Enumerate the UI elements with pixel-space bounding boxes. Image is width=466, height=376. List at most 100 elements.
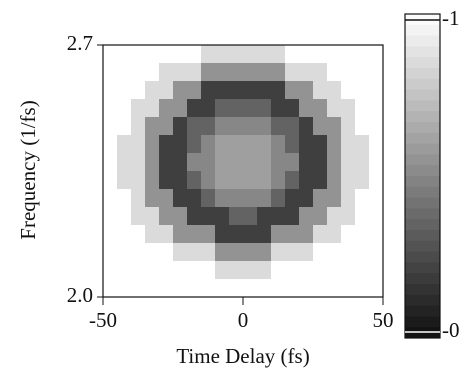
heatmap-cell xyxy=(243,279,258,298)
heatmap-cell xyxy=(187,63,202,82)
colorbar-step xyxy=(405,143,440,155)
heatmap-cell xyxy=(257,261,272,280)
heatmap-cell xyxy=(229,153,244,172)
heatmap-cell xyxy=(271,45,286,64)
heatmap-cell xyxy=(117,243,132,262)
heatmap-cell xyxy=(159,81,174,100)
heatmap-cell xyxy=(355,243,370,262)
colorbar-step xyxy=(405,273,440,285)
heatmap-cell xyxy=(327,243,342,262)
heatmap-cell xyxy=(187,243,202,262)
heatmap-cell xyxy=(257,279,272,298)
colorbar-step xyxy=(405,294,440,307)
heatmap-cell xyxy=(145,243,160,262)
heatmap-cell xyxy=(131,117,146,136)
heatmap-cell xyxy=(285,153,300,172)
heatmap-cell xyxy=(159,117,174,136)
heatmap-cell xyxy=(369,99,384,118)
heatmap-cell xyxy=(285,135,300,154)
heatmap-cell xyxy=(257,243,272,262)
heatmap-cell xyxy=(285,189,300,208)
colorbar-step xyxy=(405,186,440,199)
heatmap-cell xyxy=(313,81,328,100)
heatmap-cell xyxy=(355,207,370,226)
heatmap-cell xyxy=(131,225,146,244)
heatmap-cell xyxy=(117,207,132,226)
heatmap-cell xyxy=(299,279,314,298)
heatmap-cell xyxy=(341,117,356,136)
heatmap-cell xyxy=(117,45,132,64)
heatmap-cell xyxy=(355,261,370,280)
heatmap-cell xyxy=(369,279,384,298)
heatmap-cell xyxy=(369,261,384,280)
heatmap-cell xyxy=(299,261,314,280)
heatmap-cell xyxy=(187,135,202,154)
heatmap-cell xyxy=(159,189,174,208)
heatmap-cell xyxy=(257,135,272,154)
heatmap-cell xyxy=(145,63,160,82)
colorbar-step xyxy=(405,208,440,220)
heatmap-cell xyxy=(299,63,314,82)
heatmap-cell xyxy=(229,189,244,208)
heatmap-cell xyxy=(355,135,370,154)
heatmap-cell xyxy=(103,99,118,118)
heatmap-cell xyxy=(215,99,230,118)
heatmap-cell xyxy=(131,171,146,190)
heatmap-cell xyxy=(271,81,286,100)
heatmap-cell xyxy=(299,135,314,154)
colorbar-step xyxy=(405,78,440,91)
heatmap-cell xyxy=(355,45,370,64)
heatmap-cell xyxy=(145,45,160,64)
colorbar-frame xyxy=(404,13,441,339)
heatmap-cell xyxy=(159,225,174,244)
heatmap-cell xyxy=(271,243,286,262)
heatmap-cell xyxy=(229,135,244,154)
heatmap-cell xyxy=(229,225,244,244)
heatmap-cell xyxy=(145,99,160,118)
heatmap-cell xyxy=(215,225,230,244)
heatmap-cell xyxy=(369,153,384,172)
heatmap-cell xyxy=(215,135,230,154)
heatmap-cell xyxy=(215,45,230,64)
heatmap-cell xyxy=(355,99,370,118)
heatmap-cell xyxy=(271,225,286,244)
heatmap-cell xyxy=(369,45,384,64)
heatmap-cell xyxy=(215,171,230,190)
heatmap-cell xyxy=(229,261,244,280)
heatmap-cell xyxy=(173,279,188,298)
colorbar-step xyxy=(405,24,440,37)
heatmap-cell xyxy=(159,99,174,118)
colorbar-step xyxy=(405,176,440,188)
heatmap-cell xyxy=(313,171,328,190)
heatmap-cell xyxy=(117,279,132,298)
heatmap-cell xyxy=(173,225,188,244)
heatmap-cell xyxy=(355,171,370,190)
heatmap-cell xyxy=(159,243,174,262)
heatmap-cell xyxy=(215,189,230,208)
heatmap-cell xyxy=(201,261,216,280)
heatmap-cell xyxy=(173,189,188,208)
colorbar-step xyxy=(405,57,440,69)
heatmap-cell xyxy=(103,243,118,262)
heatmap-cell xyxy=(201,99,216,118)
heatmap-cell xyxy=(103,63,118,82)
heatmap-cell xyxy=(243,99,258,118)
heatmap-cell xyxy=(327,63,342,82)
heatmap-cell xyxy=(341,189,356,208)
heatmap-cell xyxy=(299,81,314,100)
heatmap-cell xyxy=(243,225,258,244)
heatmap-cell xyxy=(131,261,146,280)
heatmap-cell xyxy=(355,153,370,172)
heatmap-cell xyxy=(243,63,258,82)
heatmap-cell xyxy=(369,135,384,154)
heatmap-cell xyxy=(173,135,188,154)
colorbar-step xyxy=(405,89,440,101)
heatmap-cell xyxy=(341,63,356,82)
heatmap-cell xyxy=(355,81,370,100)
heatmap-cell xyxy=(313,189,328,208)
heatmap-cell xyxy=(369,189,384,208)
heatmap-cell xyxy=(243,207,258,226)
heatmap-cell xyxy=(229,171,244,190)
colorbar-step xyxy=(405,230,440,242)
heatmap-cell xyxy=(271,153,286,172)
